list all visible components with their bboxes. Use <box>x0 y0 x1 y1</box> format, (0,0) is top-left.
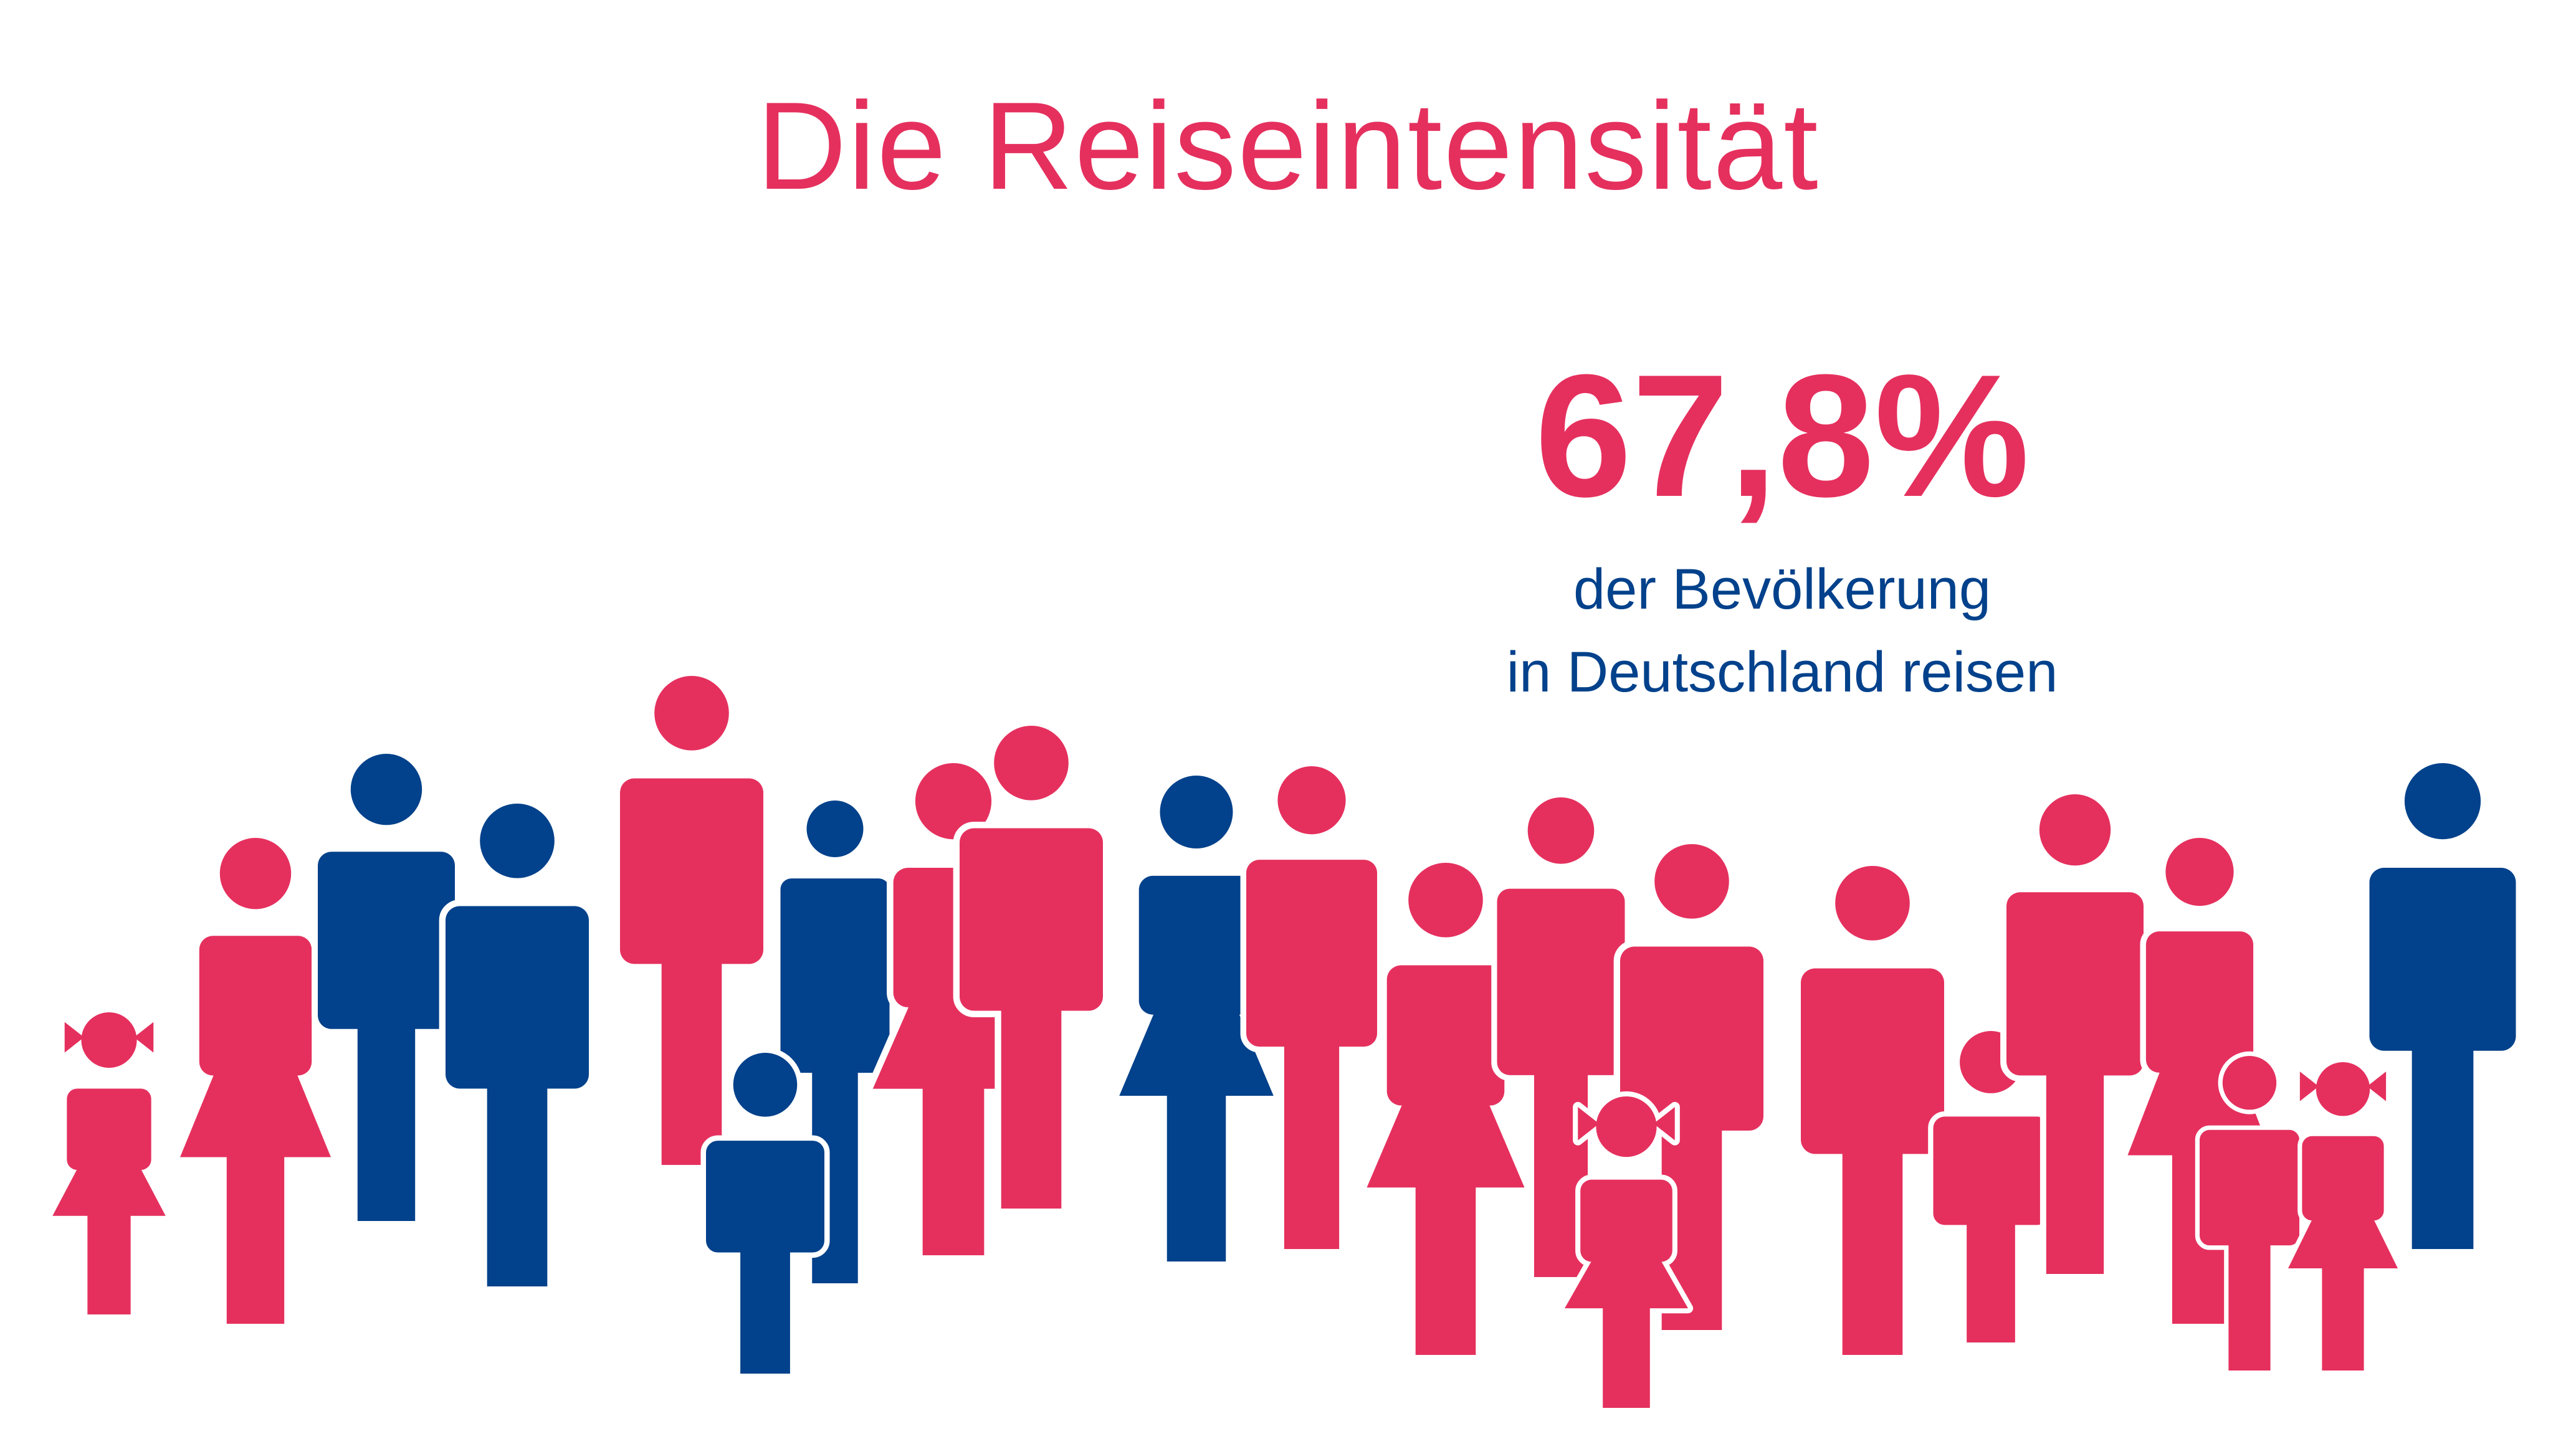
boy-child-icon <box>1928 1025 2054 1348</box>
boy-child-icon <box>2195 1051 2304 1375</box>
man-icon <box>312 748 461 1227</box>
girl-child-icon <box>47 1007 171 1319</box>
man-icon <box>1240 760 1383 1255</box>
statistic-caption-line2: in Deutschland reisen <box>1506 640 2058 705</box>
man-icon <box>1794 859 1951 1362</box>
statistic-caption-line1: der Bevölkerung <box>1573 558 1991 621</box>
statistic-value: 67,8% <box>1535 339 2030 533</box>
man-icon <box>2362 756 2523 1256</box>
man-icon <box>2000 788 2150 1280</box>
man-icon <box>1491 791 1631 1283</box>
boy-child-icon <box>700 1047 830 1379</box>
girl-child-icon <box>2283 1057 2403 1375</box>
man-icon <box>613 669 770 1172</box>
woman-icon <box>1113 769 1280 1268</box>
man-icon <box>439 797 596 1293</box>
statistic-block: 67,8% der Bevölkerung in Deutschland rei… <box>1284 349 2281 715</box>
woman-icon <box>174 832 337 1330</box>
girl-child-icon <box>1559 1091 1694 1413</box>
man-icon <box>953 719 1110 1215</box>
page-title: Die Reiseintensität <box>756 77 1820 216</box>
